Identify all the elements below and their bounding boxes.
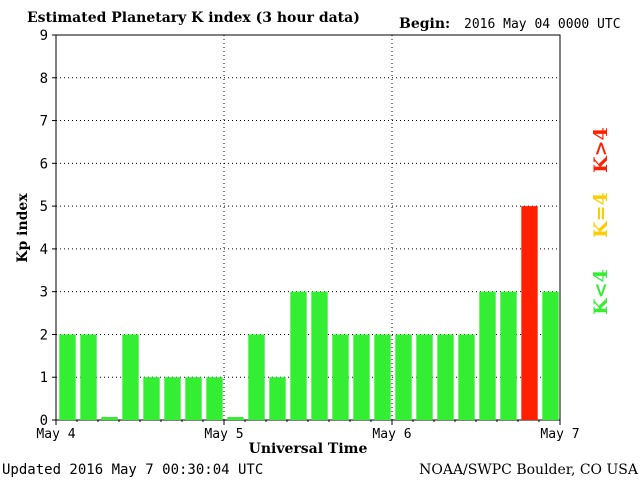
kp-bar (500, 291, 517, 420)
updated-timestamp: Updated 2016 May 7 00:30:04 UTC (2, 462, 263, 478)
kp-bar (521, 206, 538, 420)
kp-bar (227, 417, 244, 420)
y-tick-label: 7 (40, 114, 48, 130)
kp-bar (269, 377, 286, 420)
x-tick-label: May 5 (204, 427, 243, 442)
kp-bar (122, 334, 139, 420)
y-tick-label: 5 (40, 199, 48, 215)
legend-above4: K>4 (590, 127, 612, 173)
source-credit: NOAA/SWPC Boulder, CO USA (419, 462, 639, 478)
kp-bar (332, 334, 349, 420)
y-tick-label: 1 (40, 370, 48, 386)
y-tick-label: 3 (40, 285, 48, 301)
y-tick-label: 9 (40, 28, 48, 44)
kp-bar (185, 377, 202, 420)
y-tick-label: 8 (40, 71, 48, 87)
y-axis-ticks: 0 1 2 3 4 5 6 7 8 9 (40, 28, 56, 429)
kp-bar (479, 291, 496, 420)
kp-bar (416, 334, 433, 420)
kp-bar (143, 377, 160, 420)
x-axis-label: Universal Time (249, 441, 368, 457)
x-tick-label: May 4 (36, 427, 75, 442)
kp-bar (311, 291, 328, 420)
kp-bar (101, 417, 118, 420)
kp-bar (164, 377, 181, 420)
kp-bar (59, 334, 76, 420)
kp-bar (290, 291, 307, 420)
begin-label: Begin: (399, 16, 450, 32)
chart-title: Estimated Planetary K index (3 hour data… (27, 10, 360, 26)
y-axis-label: Kp index (15, 193, 31, 263)
y-tick-label: 4 (40, 242, 48, 258)
x-axis-ticks: May 4 May 5 May 6 May 7 (36, 420, 580, 442)
kp-bar (437, 334, 454, 420)
y-tick-label: 6 (40, 156, 48, 172)
kp-bar (395, 334, 412, 420)
x-tick-label: May 6 (372, 427, 411, 442)
legend-equal4: K=4 (590, 192, 612, 238)
kp-bar (80, 334, 97, 420)
begin-value: 2016 May 04 0000 UTC (464, 17, 621, 32)
kp-bar (248, 334, 265, 420)
kp-bar (374, 334, 391, 420)
bar-series (59, 206, 559, 420)
y-tick-label: 2 (40, 327, 48, 343)
kp-bar (353, 334, 370, 420)
y-tick-label: 0 (40, 413, 48, 429)
kp-bar (206, 377, 223, 420)
kp-bar (458, 334, 475, 420)
kp-bar (542, 291, 559, 420)
legend-below4: K<4 (590, 269, 612, 315)
grid-lines (56, 35, 560, 420)
x-tick-label: May 7 (540, 427, 579, 442)
